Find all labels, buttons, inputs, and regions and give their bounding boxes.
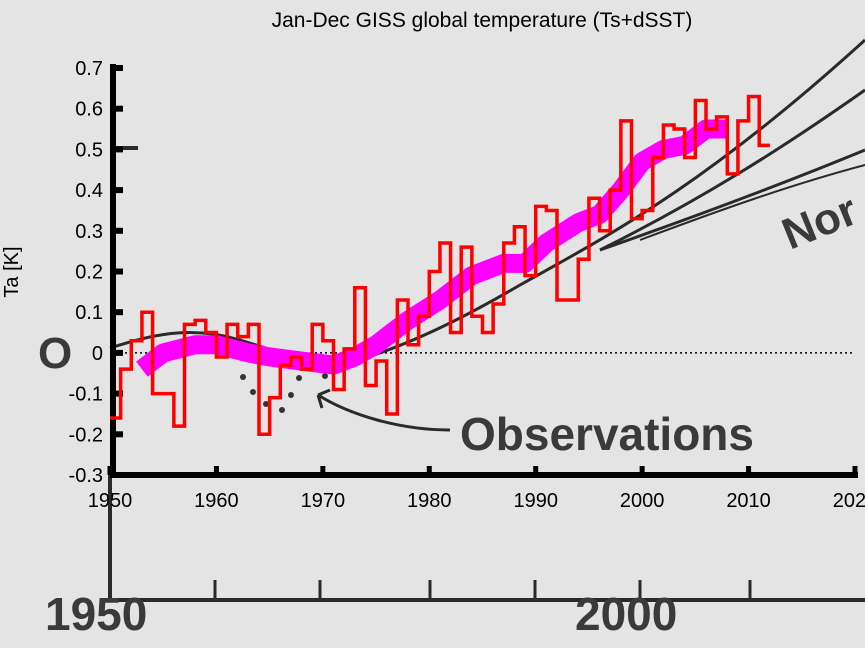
series-layer xyxy=(110,94,770,437)
y-tick-label: 0.7 xyxy=(75,58,103,80)
x-tick-label: 1980 xyxy=(407,490,452,512)
background-scan xyxy=(108,38,865,602)
y-tick-label: 0.2 xyxy=(75,262,103,284)
scan-label-1950: 1950 xyxy=(45,588,147,640)
axes: 0.7 0.6 0.5 0.4 0.3 0.2 0.1 0 -0.1 -0.2 -0.3 1950 19… xyxy=(69,58,865,512)
chart-title: Jan-Dec GISS global temperature (Ts+dSST… xyxy=(272,9,693,32)
y-axis-label: Ta [K] xyxy=(1,246,23,297)
x-tick-label: 1950 xyxy=(88,490,133,512)
x-tick-label: 1970 xyxy=(301,490,346,512)
scan-fan-line xyxy=(599,148,865,252)
y-tick-label: -0.3 xyxy=(69,465,103,487)
y-tick-label: 0.5 xyxy=(75,139,103,161)
x-tick-label: 2000 xyxy=(620,490,665,512)
y-tick-label: 0.6 xyxy=(75,99,103,121)
scan-fan-line xyxy=(639,164,865,241)
scan-model-curve xyxy=(109,38,865,367)
scan-dots xyxy=(240,373,328,413)
x-tick-label: 1990 xyxy=(513,490,558,512)
y-tick-label: 0 xyxy=(92,343,103,365)
y-tick-label: 0.3 xyxy=(75,221,103,243)
scan-arrow xyxy=(316,388,451,432)
x-tick-label: 2010 xyxy=(726,490,771,512)
annual-step-line xyxy=(110,94,770,437)
scan-label-zero: O xyxy=(38,329,72,378)
y-tick-label: 0.1 xyxy=(75,302,103,324)
scan-label-observations: Observations xyxy=(460,408,754,460)
y-tick-label: -0.1 xyxy=(69,384,103,406)
x-tick-label: 1960 xyxy=(194,490,239,512)
y-tick-label: 0.4 xyxy=(75,180,103,202)
y-tick-label: -0.2 xyxy=(69,424,103,446)
scan-label-no: Nor xyxy=(775,185,864,259)
smoothed-line xyxy=(136,119,728,377)
scan-label-2000: 2000 xyxy=(575,588,677,640)
x-tick-label: 2020 xyxy=(833,490,865,512)
